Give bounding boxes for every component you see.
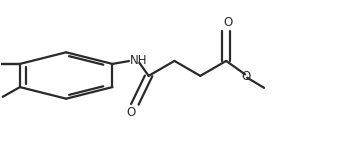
- Text: NH: NH: [130, 54, 147, 67]
- Text: O: O: [242, 70, 251, 83]
- Text: O: O: [126, 106, 135, 119]
- Text: O: O: [223, 16, 233, 29]
